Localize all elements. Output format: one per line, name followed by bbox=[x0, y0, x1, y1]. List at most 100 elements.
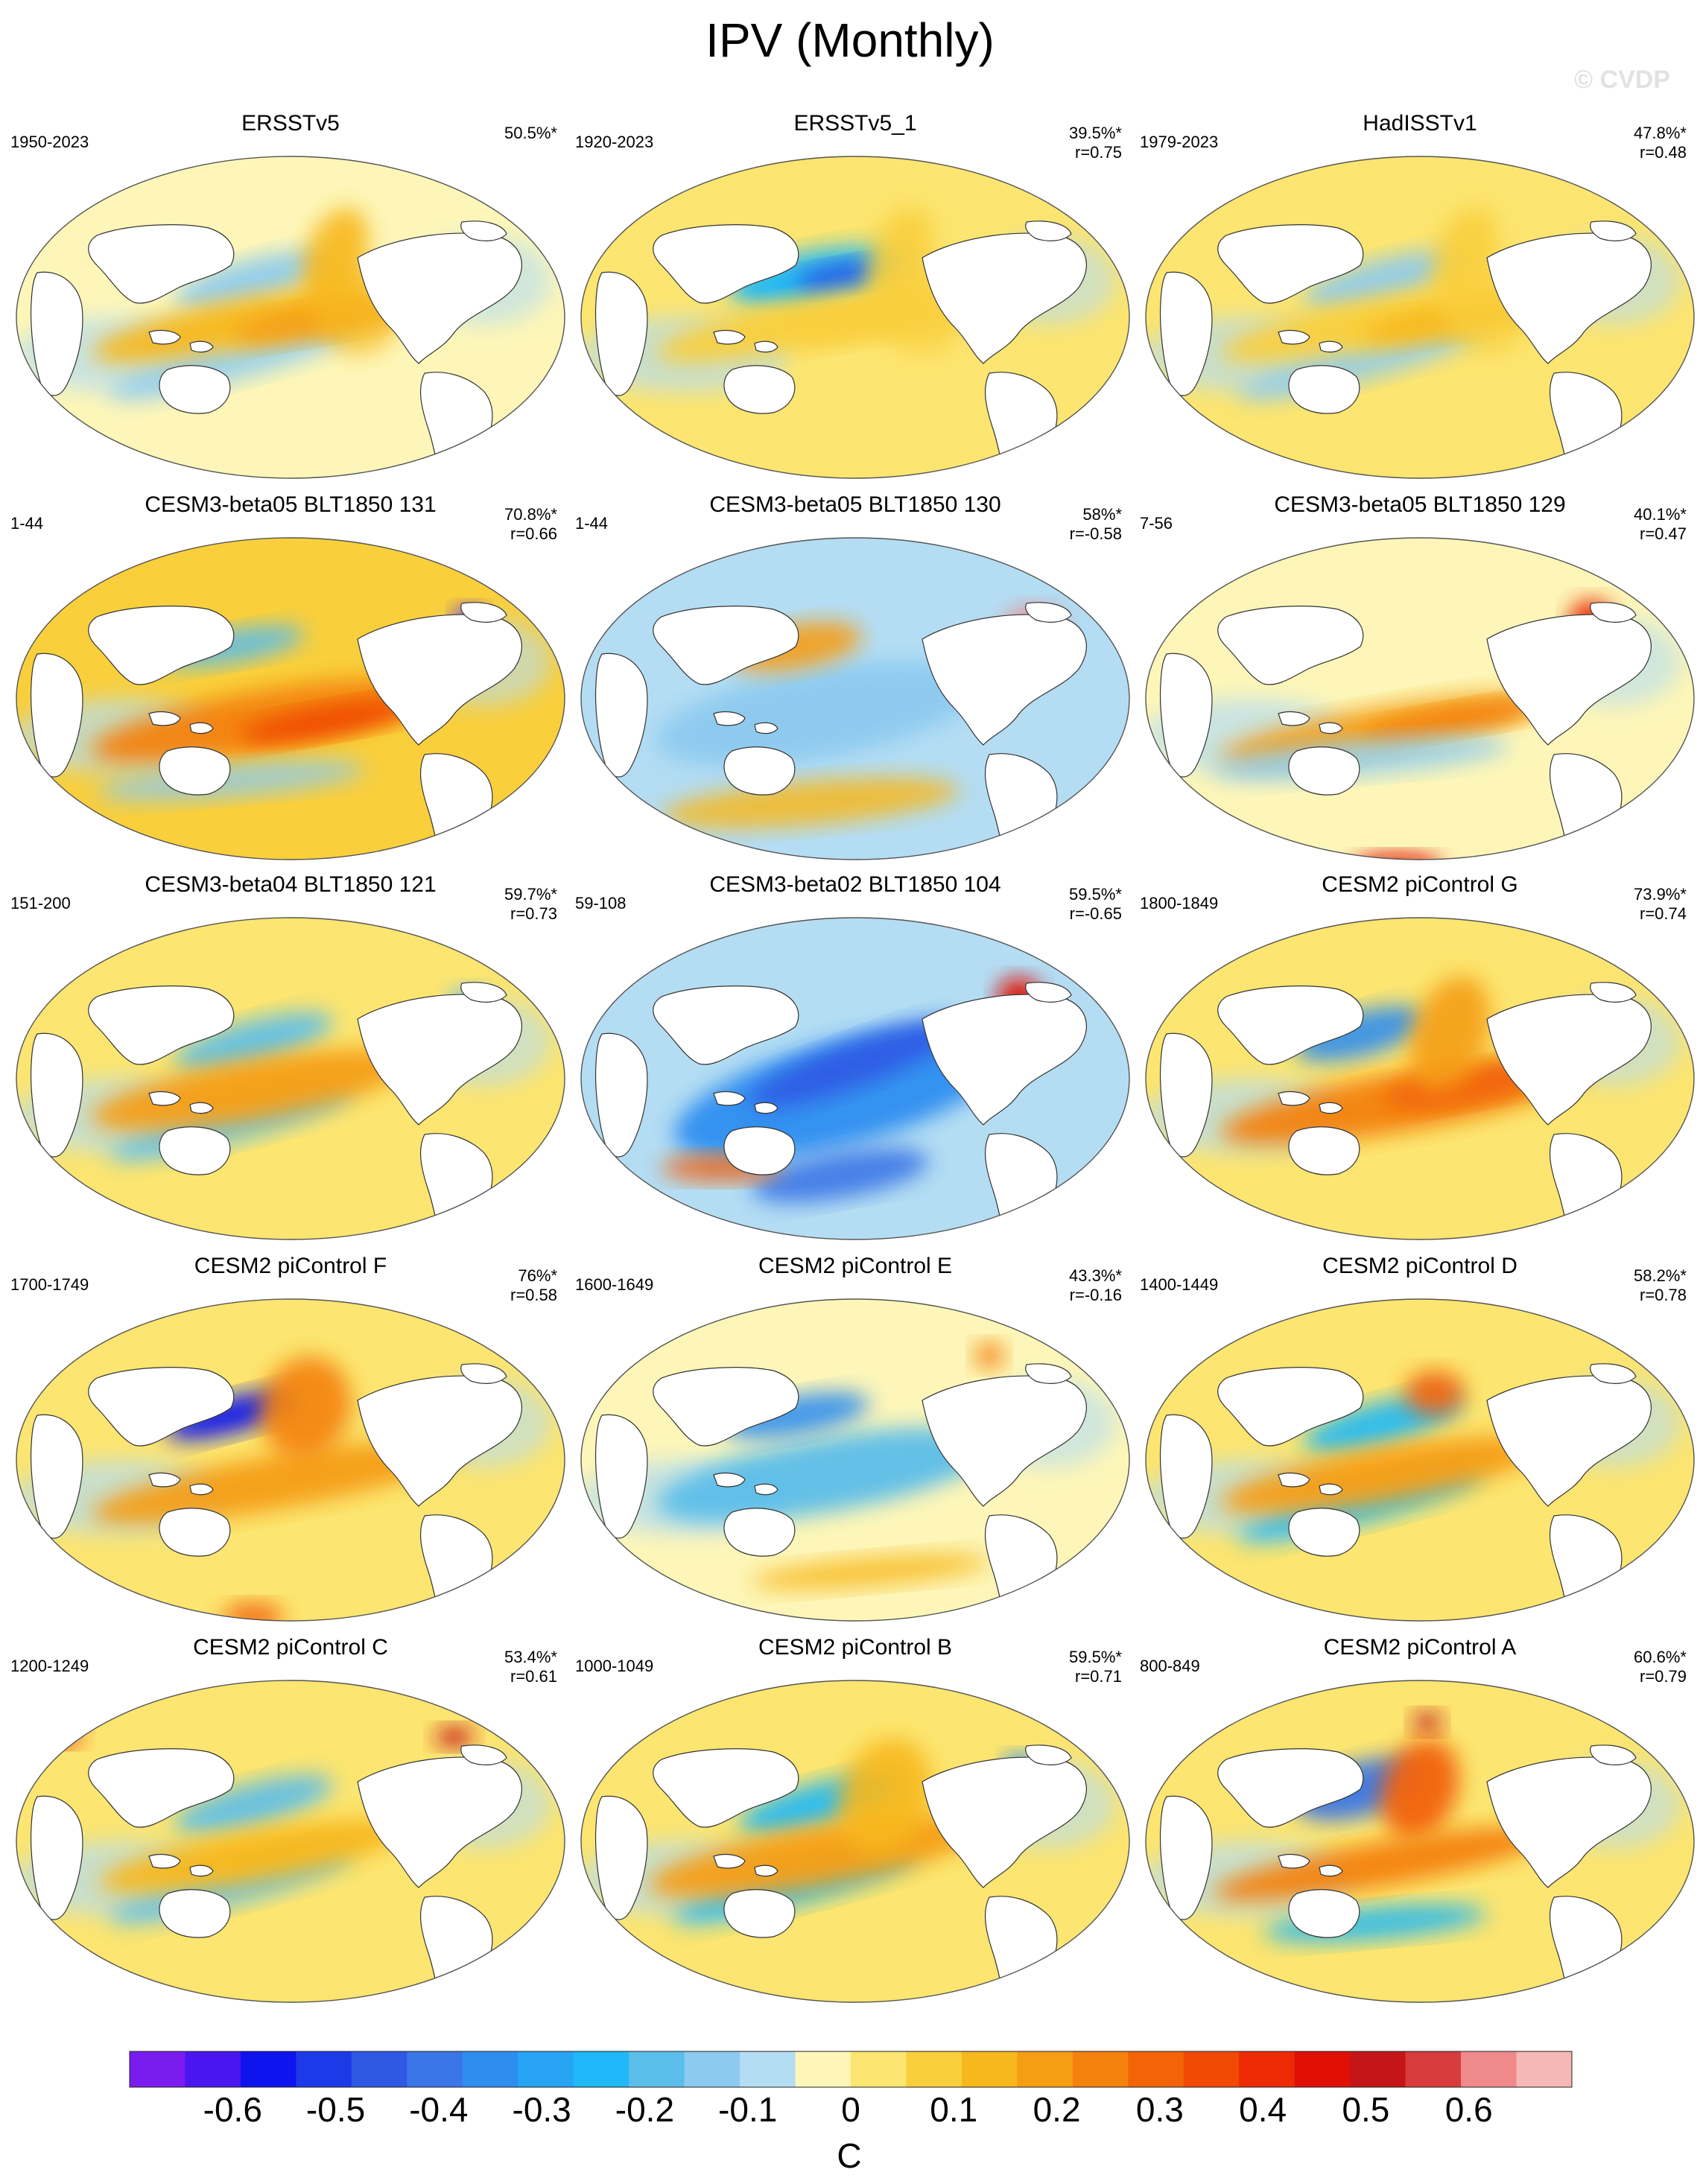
land-mass bbox=[148, 329, 181, 345]
colorbar-swatch bbox=[684, 2051, 740, 2087]
colorbar-swatch bbox=[740, 2051, 796, 2087]
land-mass bbox=[713, 1091, 746, 1106]
anomaly-patch bbox=[37, 1728, 82, 1746]
land-mass bbox=[723, 365, 796, 414]
land-mass bbox=[1319, 1864, 1343, 1877]
land-mass bbox=[1025, 982, 1072, 1003]
land-mass bbox=[594, 1414, 648, 1539]
land-mass bbox=[30, 1032, 83, 1158]
colorbar-tick-label: -0.6 bbox=[203, 2090, 262, 2129]
pattern-correlation: r=-0.65 bbox=[1069, 904, 1122, 923]
anomaly-patch bbox=[1412, 1712, 1442, 1733]
colorbar-swatch bbox=[573, 2051, 629, 2087]
map-panel: HadISSTv1 1979-2023 47.8%* r=0.48 bbox=[1137, 109, 1700, 481]
anomaly-patch bbox=[1211, 736, 1509, 781]
anomaly-patch bbox=[722, 1392, 869, 1438]
panel-stats: 53.4%* r=0.61 bbox=[504, 1648, 557, 1686]
panel-title: CESM2 piControl G bbox=[1322, 872, 1518, 897]
colorbar-tick-label: 0.1 bbox=[930, 2090, 978, 2129]
colorbar-tick-label: 0.3 bbox=[1135, 2090, 1184, 2129]
land-mass bbox=[713, 1472, 746, 1488]
land-mass bbox=[189, 722, 214, 734]
variance-explained: 58%* bbox=[1082, 505, 1122, 524]
anomaly-patch bbox=[92, 1440, 460, 1525]
map-plot bbox=[580, 156, 1130, 479]
variance-explained: 58.2%* bbox=[1634, 1266, 1687, 1285]
land-mass bbox=[985, 372, 1058, 478]
land-mass bbox=[594, 653, 648, 778]
colorbar-tick-label: 0.2 bbox=[1033, 2090, 1081, 2129]
land-mass bbox=[1288, 1508, 1360, 1557]
colorbar-swatch bbox=[1239, 2051, 1295, 2087]
map-panel: CESM2 piControl E 1600-1649 43.3%* r=-0.16 bbox=[572, 1251, 1138, 1624]
map-plot bbox=[580, 917, 1130, 1240]
colorbar-tick-label: -0.2 bbox=[615, 2090, 675, 2129]
land-mass bbox=[88, 224, 235, 304]
pattern-correlation: r=0.66 bbox=[510, 524, 557, 543]
land-mass bbox=[148, 1091, 181, 1106]
map-border bbox=[1145, 156, 1695, 479]
map-panel: CESM3-beta05 BLT1850 130 1-44 58%* r=-0.58 bbox=[572, 490, 1138, 863]
pattern-correlation: r=0.61 bbox=[510, 1667, 557, 1686]
variance-explained: 50.5%* bbox=[504, 124, 557, 142]
map-plot bbox=[1145, 1680, 1695, 2003]
anomaly-patch bbox=[1214, 1826, 1552, 1901]
panel-stats: 70.8%* r=0.66 bbox=[504, 505, 557, 544]
land-mass bbox=[189, 1102, 214, 1114]
panel-title: ERSSTv5 bbox=[241, 111, 340, 136]
panel-title: CESM2 piControl F bbox=[194, 1254, 387, 1278]
map-plot bbox=[16, 1680, 565, 2003]
land-mass bbox=[460, 982, 507, 1003]
land-mass bbox=[723, 1126, 796, 1175]
anomaly-patch bbox=[656, 661, 980, 766]
land-mass bbox=[1288, 365, 1360, 414]
panel-stats: 39.5%* r=0.75 bbox=[1069, 124, 1122, 162]
land-mass bbox=[1319, 722, 1343, 734]
anomaly-patch bbox=[1295, 1006, 1426, 1062]
land-mass bbox=[985, 753, 1058, 860]
pattern-correlation: r=0.78 bbox=[1640, 1286, 1687, 1304]
land-mass bbox=[713, 1853, 746, 1869]
colorbar-swatch bbox=[1294, 2051, 1351, 2087]
colorbar-swatch bbox=[906, 2051, 962, 2087]
land-mass bbox=[1159, 271, 1213, 396]
land-mass bbox=[594, 1032, 648, 1158]
colorbar-swatch bbox=[518, 2051, 574, 2087]
map-border bbox=[16, 1680, 565, 2003]
panel-years: 1950-2023 bbox=[10, 133, 89, 151]
land-mass bbox=[1590, 1745, 1637, 1765]
land-mass bbox=[1590, 220, 1637, 241]
anomaly-patch bbox=[223, 1603, 283, 1621]
colorbar-swatch bbox=[130, 2051, 185, 2087]
land-mass bbox=[420, 1896, 493, 2002]
panel-years: 1400-1449 bbox=[1140, 1275, 1219, 1294]
land-mass bbox=[1319, 1483, 1343, 1496]
panel-stats: 47.8%* r=0.48 bbox=[1634, 124, 1687, 162]
land-mass bbox=[653, 224, 799, 304]
map-border bbox=[1145, 537, 1695, 860]
panel-years: 1979-2023 bbox=[1140, 133, 1219, 151]
map-border bbox=[580, 917, 1130, 1240]
land-mass bbox=[30, 271, 83, 396]
panel-years: 1800-1849 bbox=[1140, 894, 1219, 912]
colorbar-tick-label: -0.5 bbox=[305, 2090, 366, 2129]
land-mass bbox=[159, 746, 231, 796]
land-mass bbox=[88, 1367, 235, 1447]
anomaly-patch bbox=[239, 699, 416, 743]
pattern-correlation: r=0.48 bbox=[1640, 143, 1687, 162]
land-mass bbox=[88, 1748, 235, 1828]
land-mass bbox=[1025, 220, 1072, 241]
land-mass bbox=[1288, 746, 1360, 796]
panel-stats: 60.6%* r=0.79 bbox=[1634, 1648, 1687, 1686]
colorbar-tick-label: 0.4 bbox=[1239, 2090, 1287, 2129]
land-mass bbox=[1278, 711, 1310, 726]
colorbar-swatch bbox=[407, 2051, 463, 2087]
land-mass bbox=[460, 602, 507, 623]
variance-explained: 43.3%* bbox=[1069, 1266, 1122, 1285]
panel-years: 1-44 bbox=[10, 514, 44, 533]
colorbar-swatch bbox=[1461, 2051, 1517, 2087]
land-mass bbox=[653, 1367, 799, 1447]
map-panel: CESM2 piControl D 1400-1449 58.2%* r=0.78 bbox=[1137, 1251, 1700, 1624]
land-mass bbox=[653, 606, 799, 685]
land-mass bbox=[985, 1514, 1058, 1621]
